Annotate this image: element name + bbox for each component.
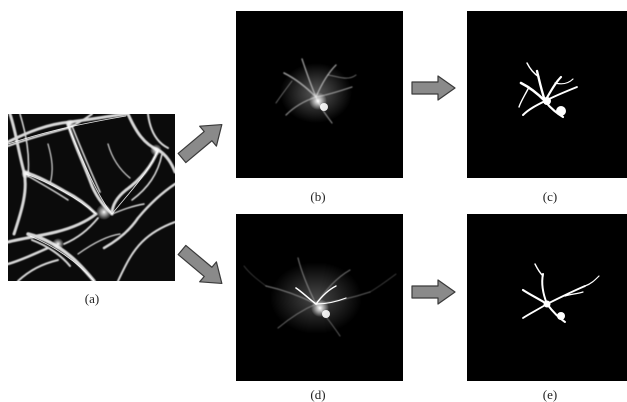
panel-a-micrograph	[8, 114, 175, 281]
caption-a: (a)	[84, 291, 100, 306]
arrow-d-to-e	[411, 279, 456, 305]
panel-c-binary	[467, 11, 627, 178]
panel-e-image	[467, 214, 627, 381]
panel-b-image	[236, 11, 403, 178]
caption-c: (c)	[542, 189, 558, 204]
caption-b: (b)	[310, 189, 326, 204]
caption-e: (e)	[542, 387, 558, 402]
panel-a-image	[8, 114, 175, 281]
arrow-a-to-d	[177, 244, 223, 285]
panel-c-image	[467, 11, 627, 178]
panel-b-cell	[236, 11, 403, 178]
caption-d: (d)	[310, 387, 326, 402]
panel-d-cell	[236, 214, 403, 381]
arrow-a-to-b	[177, 123, 223, 164]
arrow-b-to-c	[411, 75, 456, 101]
panel-d-image	[236, 214, 403, 381]
panel-e-binary	[467, 214, 627, 381]
